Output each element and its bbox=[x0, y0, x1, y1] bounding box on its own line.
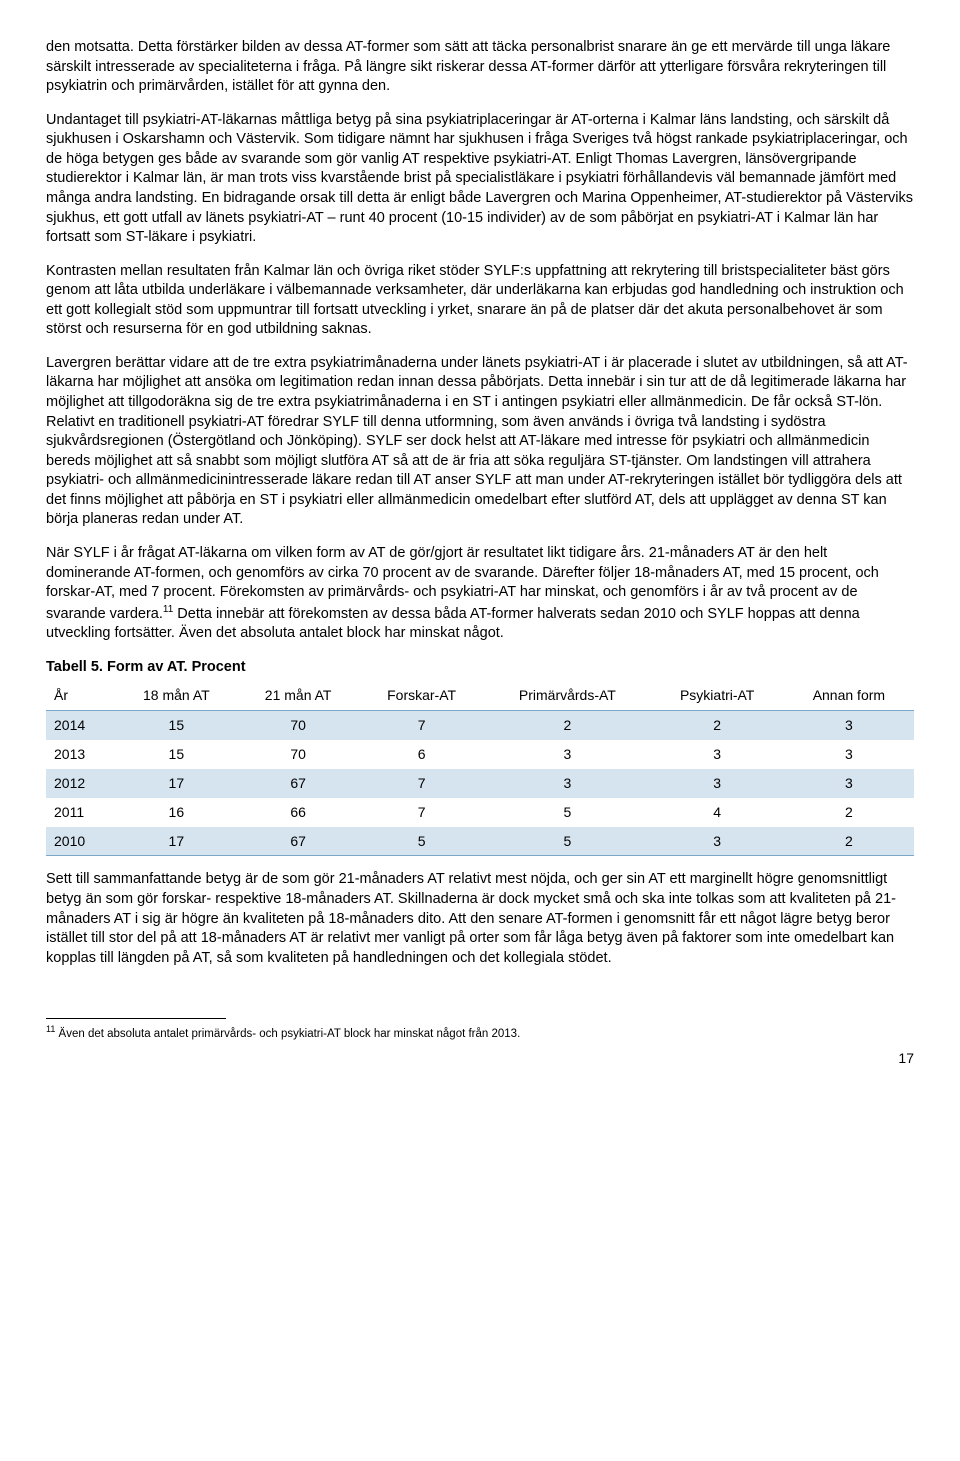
table-cell: 2 bbox=[484, 711, 650, 740]
table-cell: 3 bbox=[651, 769, 784, 798]
table-row: 201116667542 bbox=[46, 798, 914, 827]
footnote-separator bbox=[46, 1018, 226, 1019]
body-paragraph: Kontrasten mellan resultaten från Kalmar… bbox=[46, 262, 914, 340]
table-cell: 3 bbox=[484, 740, 650, 769]
table-cell: 3 bbox=[484, 769, 650, 798]
table-cell: 67 bbox=[237, 827, 359, 856]
table-cell: 3 bbox=[784, 740, 914, 769]
table-header: Annan form bbox=[784, 681, 914, 710]
footnote-text: 11 Även det absoluta antalet primärvårds… bbox=[46, 1023, 914, 1042]
table-row: 201415707223 bbox=[46, 711, 914, 740]
table-header: Psykiatri-AT bbox=[651, 681, 784, 710]
table-cell: 2010 bbox=[46, 827, 115, 856]
table-cell: 17 bbox=[115, 827, 237, 856]
table-header: Primärvårds-AT bbox=[484, 681, 650, 710]
table-cell: 7 bbox=[359, 798, 484, 827]
table-cell: 4 bbox=[651, 798, 784, 827]
body-paragraph: Undantaget till psykiatri-AT-läkarnas må… bbox=[46, 111, 914, 248]
table-cell: 7 bbox=[359, 711, 484, 740]
table-header-row: År 18 mån AT 21 mån AT Forskar-AT Primär… bbox=[46, 681, 914, 710]
table-cell: 3 bbox=[784, 769, 914, 798]
body-paragraph: När SYLF i år frågat AT-läkarna om vilke… bbox=[46, 544, 914, 644]
table-cell: 2 bbox=[784, 798, 914, 827]
table-cell: 5 bbox=[359, 827, 484, 856]
table-row: 201315706333 bbox=[46, 740, 914, 769]
table-header: 21 mån AT bbox=[237, 681, 359, 710]
table-cell: 66 bbox=[237, 798, 359, 827]
table-cell: 16 bbox=[115, 798, 237, 827]
table-cell: 15 bbox=[115, 740, 237, 769]
table-cell: 3 bbox=[784, 711, 914, 740]
table-cell: 3 bbox=[651, 740, 784, 769]
body-paragraph: Sett till sammanfattande betyg är de som… bbox=[46, 870, 914, 968]
table-header: År bbox=[46, 681, 115, 710]
table-cell: 2014 bbox=[46, 711, 115, 740]
table-header: Forskar-AT bbox=[359, 681, 484, 710]
table-cell: 2013 bbox=[46, 740, 115, 769]
table-cell: 70 bbox=[237, 711, 359, 740]
table-cell: 2011 bbox=[46, 798, 115, 827]
table-cell: 17 bbox=[115, 769, 237, 798]
table-title: Tabell 5. Form av AT. Procent bbox=[46, 658, 914, 678]
table-cell: 3 bbox=[651, 827, 784, 856]
table-cell: 67 bbox=[237, 769, 359, 798]
table-row: 201017675532 bbox=[46, 827, 914, 856]
page-number: 17 bbox=[46, 1049, 914, 1068]
table-cell: 2 bbox=[651, 711, 784, 740]
footnote-ref: 11 bbox=[163, 604, 173, 615]
table-cell: 5 bbox=[484, 798, 650, 827]
at-form-table: År 18 mån AT 21 mån AT Forskar-AT Primär… bbox=[46, 681, 914, 856]
body-paragraph: den motsatta. Detta förstärker bilden av… bbox=[46, 38, 914, 97]
table-cell: 2012 bbox=[46, 769, 115, 798]
table-cell: 5 bbox=[484, 827, 650, 856]
table-cell: 70 bbox=[237, 740, 359, 769]
table-cell: 2 bbox=[784, 827, 914, 856]
table-cell: 7 bbox=[359, 769, 484, 798]
table-cell: 15 bbox=[115, 711, 237, 740]
table-header: 18 mån AT bbox=[115, 681, 237, 710]
table-row: 201217677333 bbox=[46, 769, 914, 798]
table-cell: 6 bbox=[359, 740, 484, 769]
body-paragraph: Lavergren berättar vidare att de tre ext… bbox=[46, 354, 914, 530]
